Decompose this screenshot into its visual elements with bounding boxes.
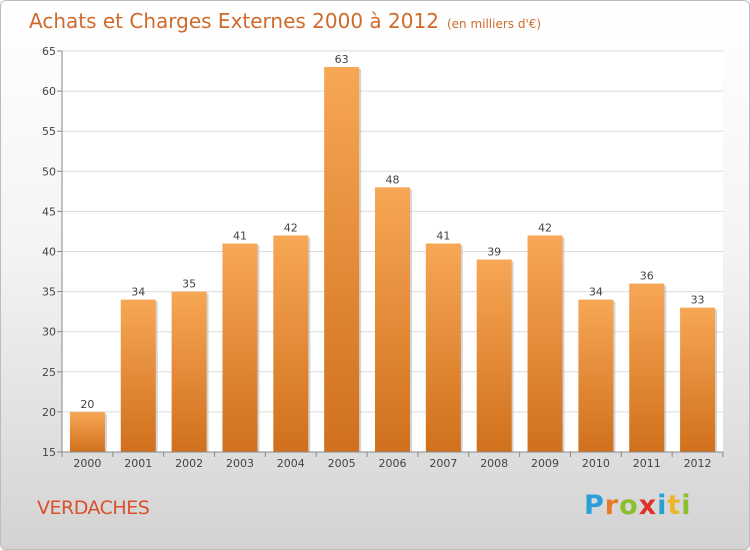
y-tick-label: 60 (42, 85, 56, 98)
x-tick-label: 2000 (73, 457, 101, 470)
proxiti-logo[interactable]: Proxiti (584, 490, 692, 521)
bar (425, 243, 461, 452)
bar (527, 235, 563, 452)
logo-letter: t (667, 490, 682, 521)
chart-subtitle: (en milliers d'€) (446, 17, 542, 31)
bar-value-label: 34 (131, 286, 145, 299)
bar-value-label: 20 (80, 398, 94, 411)
bar (476, 259, 512, 452)
labels: 15 20 25 30 35 40 45 50 55 60 65 20 2000 34 2001 35 2002… (42, 45, 712, 470)
x-tick-label: 2006 (379, 457, 407, 470)
logo-letter: o (619, 490, 639, 521)
x-tick-label: 2007 (429, 457, 457, 470)
bar (324, 67, 360, 452)
bar-value-label: 63 (335, 53, 349, 66)
bar-value-label: 36 (640, 270, 654, 283)
logo-letter: i (681, 490, 692, 521)
bar-value-label: 42 (284, 221, 298, 234)
bar (680, 307, 716, 452)
chart-title-block: Achats et Charges Externes 2000 à 2012 (e… (29, 9, 541, 33)
bar-value-label: 48 (386, 173, 400, 186)
place-name: VERDACHES (37, 497, 150, 519)
x-tick-label: 2002 (175, 457, 203, 470)
x-tick-label: 2011 (633, 457, 661, 470)
chart-title: Achats et Charges Externes 2000 à 2012 (29, 9, 439, 33)
x-tick-label: 2001 (124, 457, 152, 470)
bar (273, 235, 309, 452)
axes (57, 50, 724, 457)
bar (171, 291, 207, 452)
y-tick-label: 40 (42, 246, 56, 259)
logo-letter: r (604, 490, 620, 521)
bar-value-label: 41 (436, 229, 450, 242)
x-tick-label: 2010 (582, 457, 610, 470)
x-tick-label: 2004 (277, 457, 305, 470)
bar (629, 283, 665, 452)
bar (69, 411, 105, 452)
x-tick-label: 2009 (531, 457, 559, 470)
y-tick-label: 55 (42, 125, 56, 138)
x-tick-label: 2003 (226, 457, 254, 470)
y-tick-label: 35 (42, 286, 56, 299)
bar-value-label: 35 (182, 278, 196, 291)
bar-value-label: 33 (691, 294, 705, 307)
bar (578, 299, 614, 452)
logo-letter: i (657, 490, 668, 521)
y-tick-label: 30 (42, 326, 56, 339)
bar-value-label: 42 (538, 221, 552, 234)
y-tick-label: 20 (42, 406, 56, 419)
x-tick-label: 2012 (684, 457, 712, 470)
bar-value-label: 41 (233, 229, 247, 242)
y-tick-label: 50 (42, 165, 56, 178)
y-tick-label: 45 (42, 205, 56, 218)
logo-letter: x (638, 490, 658, 521)
y-tick-label: 15 (42, 446, 56, 459)
y-tick-label: 25 (42, 366, 56, 379)
x-tick-label: 2005 (328, 457, 356, 470)
bar (222, 243, 258, 452)
bar-value-label: 39 (487, 246, 501, 259)
bar (375, 187, 410, 452)
x-tick-label: 2008 (480, 457, 508, 470)
bar (120, 299, 156, 452)
y-tick-label: 65 (42, 45, 56, 58)
logo-letter: P (584, 490, 605, 521)
bar-value-label: 34 (589, 286, 603, 299)
bars (69, 67, 718, 452)
